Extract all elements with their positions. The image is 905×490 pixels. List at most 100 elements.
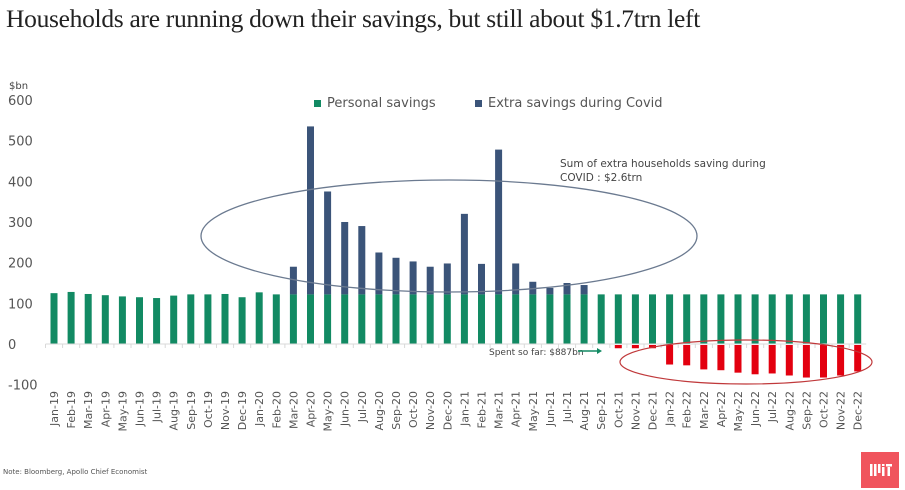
bar-personal-savings bbox=[221, 293, 229, 344]
bar-personal-savings bbox=[324, 294, 332, 344]
x-tick-label: Aug-19 bbox=[168, 391, 181, 430]
bar-personal-savings bbox=[50, 293, 58, 344]
bar-personal-savings bbox=[802, 294, 810, 344]
bar-extra-savings bbox=[289, 266, 297, 295]
x-tick-label: Feb-20 bbox=[270, 391, 283, 428]
x-tick-label: Feb-21 bbox=[476, 391, 489, 428]
bar-personal-savings bbox=[837, 294, 845, 344]
bar-personal-savings bbox=[204, 294, 212, 344]
bar-savings-drawdown bbox=[631, 345, 639, 349]
bar-extra-savings bbox=[546, 287, 554, 295]
x-tick-label: Dec-20 bbox=[441, 391, 454, 430]
bar-extra-savings bbox=[460, 213, 468, 295]
y-tick-label: 300 bbox=[8, 216, 33, 231]
bar-personal-savings bbox=[392, 294, 400, 344]
bar-personal-savings bbox=[289, 294, 297, 344]
x-tick-label: Aug-21 bbox=[578, 391, 591, 430]
x-tick-label: Oct-21 bbox=[612, 391, 625, 428]
legend-label: Personal savings bbox=[327, 96, 436, 111]
x-tick-label: Dec-19 bbox=[236, 391, 249, 430]
bar-extra-savings bbox=[478, 263, 485, 295]
bar-extra-savings bbox=[324, 191, 332, 295]
bar-personal-savings bbox=[84, 293, 92, 344]
x-tick-label: Jan-21 bbox=[458, 391, 471, 427]
bar-savings-drawdown bbox=[717, 345, 725, 371]
legend-swatch bbox=[314, 100, 321, 107]
x-tick-label: Dec-21 bbox=[647, 391, 660, 430]
drawdown-ellipse bbox=[619, 339, 873, 385]
legend-swatch bbox=[475, 100, 482, 107]
annotation-spent-so-far: Spent so far: $887bn bbox=[489, 348, 584, 358]
bar-extra-savings bbox=[529, 281, 537, 295]
bar-personal-savings bbox=[717, 294, 725, 344]
bar-extra-savings bbox=[375, 252, 383, 295]
bar-personal-savings bbox=[529, 294, 537, 344]
covid-savings-ellipse bbox=[200, 179, 698, 293]
bar-savings-drawdown bbox=[802, 345, 810, 378]
x-tick-label: Apr-20 bbox=[305, 391, 318, 427]
annotation-covid-sum: Sum of extra households saving during bbox=[560, 158, 766, 170]
bar-personal-savings bbox=[255, 292, 263, 344]
bar-personal-savings bbox=[580, 294, 588, 344]
bar-personal-savings bbox=[649, 294, 656, 344]
x-tick-label: Sep-20 bbox=[390, 391, 403, 430]
x-tick-label: Jan-20 bbox=[253, 391, 266, 427]
x-tick-label: Oct-22 bbox=[818, 391, 831, 428]
x-tick-label: Jun-20 bbox=[339, 391, 352, 427]
bar-personal-savings bbox=[785, 294, 793, 344]
x-tick-label: May-21 bbox=[527, 391, 540, 432]
bar-personal-savings bbox=[375, 294, 383, 344]
bar-extra-savings bbox=[495, 149, 503, 295]
bar-personal-savings bbox=[426, 294, 434, 344]
x-tick-label: Dec-22 bbox=[852, 391, 865, 430]
x-tick-label: Mar-19 bbox=[82, 391, 95, 429]
bar-savings-drawdown bbox=[683, 345, 691, 366]
x-tick-label: Jun-21 bbox=[544, 391, 557, 427]
bar-extra-savings bbox=[307, 126, 314, 295]
bar-extra-savings bbox=[512, 263, 520, 295]
x-tick-label: Nov-21 bbox=[629, 391, 642, 430]
x-tick-label: Jun-19 bbox=[134, 391, 147, 427]
bar-personal-savings bbox=[118, 296, 126, 344]
bar-personal-savings bbox=[683, 294, 691, 344]
x-tick-label: May-22 bbox=[732, 391, 745, 432]
bar-personal-savings bbox=[358, 294, 366, 344]
x-tick-label: Sep-22 bbox=[800, 391, 813, 430]
bar-savings-drawdown bbox=[837, 345, 845, 376]
bar-personal-savings bbox=[67, 291, 75, 344]
bar-savings-drawdown bbox=[751, 345, 759, 375]
bar-extra-savings bbox=[563, 282, 571, 295]
x-tick-label: Mar-20 bbox=[287, 391, 300, 429]
bar-personal-savings bbox=[272, 294, 280, 344]
y-tick-label: 600 bbox=[8, 94, 33, 109]
bar-savings-drawdown bbox=[785, 345, 793, 376]
bar-extra-savings bbox=[426, 266, 434, 295]
y-axis: $bn 600 500 400 300 200 100 0 -100 bbox=[8, 81, 38, 394]
bar-personal-savings bbox=[666, 294, 674, 344]
bar-personal-savings bbox=[307, 294, 314, 344]
y-tick-label: -100 bbox=[8, 379, 38, 394]
x-tick-label: Nov-20 bbox=[424, 391, 437, 430]
x-tick-label: Jul-20 bbox=[356, 391, 369, 423]
bar-personal-savings bbox=[478, 294, 485, 344]
x-tick-label: Nov-19 bbox=[219, 391, 232, 430]
bar-personal-savings bbox=[546, 294, 554, 344]
x-tick-label: Apr-19 bbox=[99, 391, 112, 427]
y-tick-label: 0 bbox=[8, 338, 16, 353]
bar-personal-savings bbox=[563, 294, 571, 344]
chart-title: Households are running down their saving… bbox=[6, 4, 701, 33]
x-tick-label: May-19 bbox=[116, 391, 129, 432]
bar-savings-drawdown bbox=[768, 345, 776, 374]
bar-personal-savings bbox=[136, 297, 143, 344]
x-tick-label: Aug-20 bbox=[373, 391, 386, 430]
source-note: Note: Bloomberg, Apollo Chief Economist bbox=[3, 468, 148, 476]
bar-personal-savings bbox=[854, 294, 862, 344]
x-tick-label: Jan-22 bbox=[664, 391, 677, 427]
bar-extra-savings bbox=[443, 263, 451, 295]
x-axis: Jan-19 Feb-19 Mar-19 Apr-19 May-19 Jun-19 Jul-… bbox=[45, 343, 867, 432]
legend: Personal savings Extra savings during Cov… bbox=[314, 96, 663, 111]
bar-personal-savings bbox=[631, 294, 639, 344]
x-tick-label: Feb-19 bbox=[65, 391, 78, 428]
x-tick-label: Jan-19 bbox=[48, 391, 61, 427]
